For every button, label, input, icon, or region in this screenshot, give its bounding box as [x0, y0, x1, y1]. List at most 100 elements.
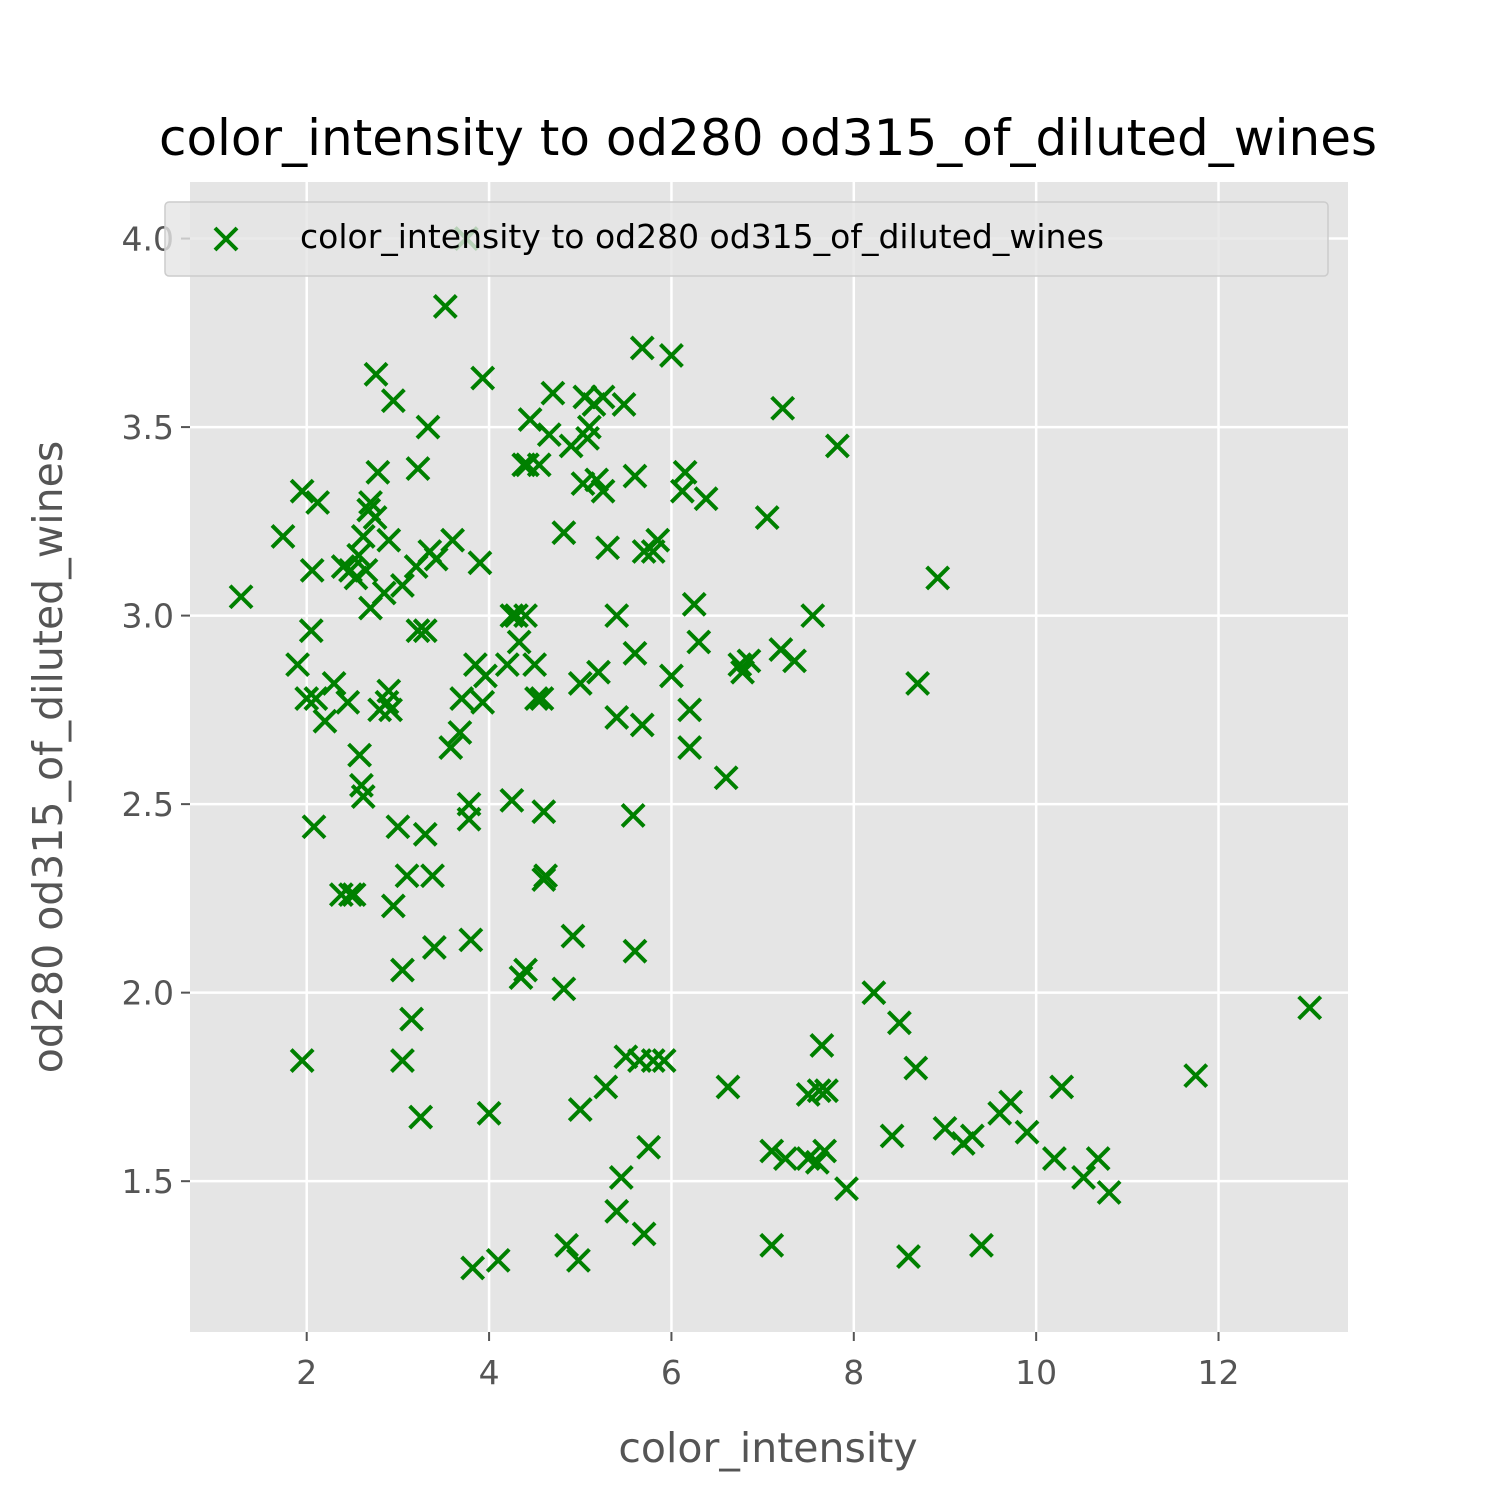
data-point [438, 735, 464, 760]
y-tick-label: 2.5 [122, 785, 174, 824]
data-point [399, 1006, 424, 1032]
data-point [289, 478, 315, 504]
data-point [590, 478, 616, 504]
data-point [659, 663, 684, 689]
data-point [576, 414, 602, 440]
data-point [804, 1149, 830, 1175]
data-point [522, 652, 548, 678]
data-point [886, 1010, 912, 1036]
y-tick-label: 3.5 [122, 408, 174, 447]
data-point [412, 821, 438, 847]
data-point [861, 980, 887, 1006]
data-point [513, 603, 538, 629]
data-point [536, 422, 562, 448]
data-point [715, 1074, 741, 1100]
data-point [350, 784, 376, 810]
data-point [681, 591, 707, 617]
data-point [659, 343, 684, 368]
data-point [432, 294, 458, 319]
data-point [1014, 1119, 1040, 1145]
data-point [294, 686, 320, 711]
data-point [1071, 1164, 1096, 1190]
data-point [584, 467, 610, 493]
data-point [513, 957, 538, 983]
data-point [631, 1221, 657, 1247]
data-point [932, 1115, 958, 1141]
data-point [506, 629, 532, 655]
data-point [593, 1074, 619, 1100]
data-point [408, 1104, 434, 1130]
data-point [350, 524, 376, 549]
data-point [526, 452, 552, 478]
data-point [677, 697, 703, 723]
data-point [447, 720, 473, 745]
data-point [772, 1146, 798, 1171]
data-point [759, 1138, 785, 1164]
data-point [385, 814, 411, 840]
data-point [812, 1138, 838, 1164]
data-point [420, 863, 445, 889]
data-point [590, 384, 616, 410]
data-point [905, 671, 931, 696]
data-point [533, 863, 559, 889]
data-point [376, 527, 402, 553]
data-point [338, 882, 363, 908]
data-point [449, 686, 475, 711]
data-point [380, 388, 406, 414]
data-point [299, 557, 325, 583]
data-point [834, 1176, 859, 1202]
data-point [378, 697, 404, 723]
x-tick-label: 12 [1198, 1353, 1240, 1392]
data-point [353, 557, 379, 583]
data-point [347, 742, 373, 768]
data-point [551, 520, 577, 546]
y-tick-label: 1.5 [122, 1162, 174, 1201]
x-tick-label: 2 [296, 1353, 317, 1392]
plot-area [190, 182, 1348, 1332]
data-point [560, 923, 586, 949]
y-tick-label: 3.0 [122, 597, 174, 636]
x-tick-label: 8 [843, 1353, 864, 1392]
plot-background [190, 182, 1348, 1332]
data-point [499, 787, 525, 813]
data-point [636, 1134, 662, 1160]
data-point [467, 550, 493, 576]
data-point [814, 1078, 839, 1104]
data-point [604, 1198, 630, 1224]
data-point [341, 882, 367, 908]
x-axis-ticks: 2 4 6 8 10 12 [296, 1332, 1240, 1392]
data-point [645, 527, 671, 553]
data-point [651, 1048, 677, 1073]
data-point [622, 640, 648, 666]
data-point [730, 659, 755, 685]
data-point [412, 618, 438, 644]
data-point [270, 524, 296, 549]
data-point [298, 618, 324, 644]
data-point [473, 663, 498, 689]
data-point [595, 535, 621, 561]
legend-marker [213, 226, 239, 252]
data-point [608, 1164, 634, 1190]
data-point [405, 618, 431, 644]
data-point [321, 671, 347, 696]
data-point [925, 565, 951, 591]
data-point [440, 527, 466, 553]
legend-marker-x [213, 226, 239, 252]
data-point [903, 1055, 929, 1081]
data-point [358, 490, 383, 515]
chart-title: color_intensity to od280 od315_of_dilute… [159, 109, 1377, 167]
data-point [629, 712, 655, 738]
data-point [1049, 1074, 1075, 1100]
data-point [1297, 995, 1323, 1021]
data-point [554, 1232, 579, 1258]
data-point [470, 365, 496, 391]
data-point [458, 927, 484, 953]
legend-label: color_intensity to od280 od315_of_dilute… [300, 217, 1104, 256]
data-point [800, 603, 826, 629]
data-point [470, 689, 496, 715]
data-point [531, 799, 557, 825]
data-point [782, 648, 807, 674]
data-point [476, 1100, 502, 1126]
data-point [1041, 1146, 1067, 1171]
